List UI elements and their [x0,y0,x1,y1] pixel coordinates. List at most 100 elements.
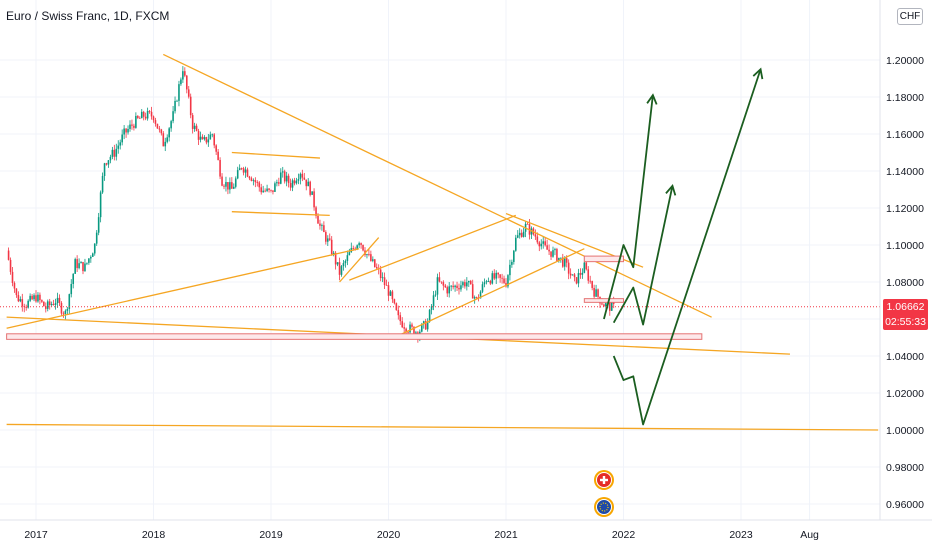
candle-body [466,282,468,287]
projection-path[interactable] [612,185,674,326]
eu-flag-event-icon[interactable] [594,497,614,517]
candle-body [467,280,470,283]
candle-body [125,128,127,133]
candle-body [48,301,51,305]
candle-body [516,235,519,238]
candle-body [436,277,439,295]
trendline[interactable] [231,211,330,217]
candle-body [561,257,564,267]
candle-body [546,245,548,250]
candle-body [72,273,75,284]
candle-body [138,117,141,119]
candle-body [9,259,12,272]
price-tick-label: 1.08000 [886,277,924,289]
trendline[interactable] [339,237,380,283]
candle-body [260,187,263,193]
candle-body [41,300,43,302]
candle-body [450,285,452,287]
trendline[interactable] [231,151,320,159]
candle-body [13,282,16,289]
candle-body [321,225,323,227]
candle-body [448,286,451,294]
candle-body [560,257,562,259]
candle-body [391,291,394,300]
candle-body [305,179,308,187]
candle-body [438,277,441,282]
price-zone[interactable] [583,255,624,263]
trendline[interactable] [6,423,879,431]
candle-body [497,272,499,275]
price-zone[interactable] [6,333,703,340]
trendline[interactable] [398,248,585,337]
currency-button[interactable]: CHF [897,8,923,25]
price-tick-label: 1.02000 [886,388,924,400]
candle-body [399,315,402,322]
candle-body [446,287,449,294]
candle-body [185,75,188,90]
candle-body [381,277,384,279]
time-tick-label: Aug [800,529,819,541]
candle-body [424,321,427,330]
time-axis[interactable]: 2017 2018 2019 2020 2021 2022 2023 Aug [24,529,819,541]
price-tick-label: 1.04000 [886,351,924,363]
candle-body [15,288,18,296]
candle-body [548,249,550,252]
projection-path[interactable] [603,95,654,320]
candle-body [593,287,595,297]
candle-body [256,182,259,183]
candle-body [191,115,194,129]
candle-body [565,258,568,263]
candle-body [50,304,53,305]
candle-body [35,295,37,302]
candle-body [464,282,466,287]
candle-body [287,175,290,184]
projection-arrows[interactable] [603,67,764,426]
candle-body [370,254,372,261]
candle-body [487,281,490,282]
candle-body [223,185,225,187]
candle-body [348,252,351,256]
trendline[interactable] [163,53,712,318]
event-markers[interactable] [594,470,614,517]
candle-body [150,111,153,117]
price-tick-label: 0.98000 [886,462,924,474]
swiss-flag-event-icon[interactable] [594,470,614,490]
candle-body [501,277,503,279]
candle-body [558,257,560,261]
candle-body [342,263,345,267]
price-zone[interactable] [583,298,624,303]
candle-body [601,303,603,305]
candle-body [346,255,349,261]
candle-body [513,250,515,262]
candle-body [248,176,251,179]
candle-body [242,168,245,173]
candle-body [217,151,219,160]
candle-body [422,321,425,325]
candle-body [182,71,184,80]
candle-body [522,231,525,237]
projection-path[interactable] [612,68,762,426]
candle-body [266,188,268,192]
trendline[interactable] [6,248,360,329]
candle-body [372,259,374,261]
candle-body [479,291,482,299]
candle-body [178,84,180,101]
trendline[interactable] [349,214,517,281]
candle-body [197,130,200,140]
price-tick-label: 1.12000 [886,203,924,215]
candle-body [612,301,615,304]
trendline-drawings[interactable] [6,53,879,431]
support-resistance-zones[interactable] [6,255,703,340]
candle-body [166,137,169,142]
candle-body [597,289,599,297]
candle-body [107,160,110,165]
candle-body [334,252,337,265]
candle-body [195,125,198,131]
candle-body [33,295,35,300]
price-tick-label: 1.20000 [886,55,924,67]
candle-body [520,232,523,237]
candle-body [550,251,552,257]
candle-body [440,281,443,283]
candle-body [229,182,231,190]
